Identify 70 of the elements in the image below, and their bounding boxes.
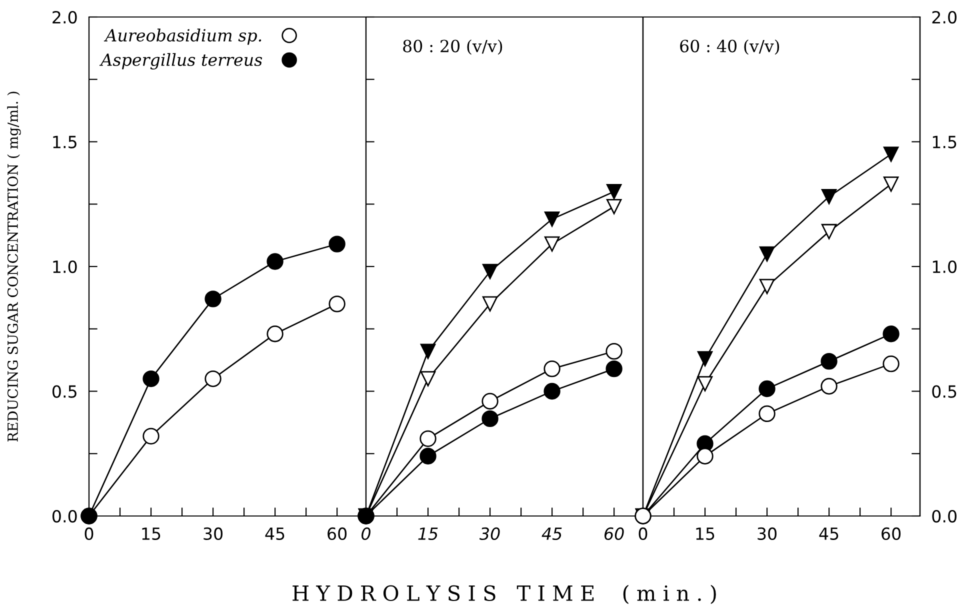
y-tick-label: 0.5	[52, 385, 76, 398]
point	[697, 351, 713, 366]
point	[544, 211, 560, 227]
point	[882, 355, 900, 372]
point	[204, 370, 222, 388]
x-tick-label: 30	[479, 527, 500, 540]
x-tick-label: 0	[638, 527, 648, 540]
point	[482, 410, 498, 428]
point	[883, 146, 899, 162]
x-tick-label: 30	[758, 527, 777, 540]
point	[266, 253, 284, 270]
x-axis-title: H Y D R O L Y S I S T I M E ( m i n . )	[292, 584, 716, 604]
point	[420, 430, 436, 447]
x-tick-label: 60	[882, 527, 901, 540]
point	[758, 405, 776, 422]
point	[544, 382, 560, 400]
x-tick-label: 0	[84, 527, 94, 540]
point	[482, 296, 498, 312]
point	[420, 448, 436, 464]
point	[142, 370, 160, 388]
y2-tick-label: 1.5	[932, 136, 956, 148]
point	[696, 448, 714, 464]
point	[820, 352, 838, 370]
x-tick-label: 15	[142, 528, 160, 540]
y2-tick-label: 0.5	[932, 385, 956, 398]
point	[606, 184, 622, 200]
legend-label: Aspergillus terreus	[99, 53, 262, 70]
x-tick-label: 45	[265, 528, 284, 540]
point	[606, 198, 622, 214]
point	[882, 326, 900, 342]
y-axis-title: REDUCING SUGAR CONCENTRATION ( mg/ml. )	[7, 92, 21, 442]
x-tick-label: 60	[604, 527, 624, 540]
point	[544, 236, 560, 252]
y-tick-label: 1.5	[53, 136, 76, 148]
x-tick-label: 45	[819, 528, 838, 540]
y-tick-label: 0.0	[52, 510, 77, 523]
point	[820, 378, 838, 395]
x-tick-label: 45	[542, 528, 562, 540]
point	[420, 344, 436, 359]
annotation: 80 : 20 (v/v)	[403, 39, 502, 55]
legend-label: Aureobasidium sp.	[104, 28, 262, 45]
annotation: 60 : 40 (v/v)	[680, 39, 780, 55]
point	[697, 376, 713, 392]
point	[759, 246, 775, 262]
point	[266, 326, 284, 342]
y-tick-label: 2.0	[52, 10, 77, 24]
point	[482, 392, 498, 410]
y2-tick-label: 1.0	[932, 260, 957, 274]
point	[328, 296, 346, 312]
point	[606, 360, 622, 378]
point	[758, 380, 776, 398]
x-tick-label: 0	[362, 527, 370, 540]
point	[821, 189, 837, 204]
point	[606, 342, 622, 360]
point	[883, 176, 899, 192]
point	[544, 360, 560, 378]
y-tick-label: 1.0	[53, 260, 77, 274]
x-tick-label: 15	[696, 528, 714, 540]
y2-tick-label: 2.0	[932, 10, 957, 24]
point	[204, 290, 222, 308]
x-tick-label: 15	[418, 528, 438, 540]
point	[142, 428, 160, 444]
point	[328, 236, 346, 252]
point	[420, 371, 436, 386]
point	[759, 278, 775, 294]
x-tick-label: 60	[328, 527, 347, 540]
x-tick-label: 30	[204, 527, 223, 540]
point	[482, 264, 498, 280]
point	[821, 224, 837, 240]
y2-tick-label: 0.0	[932, 510, 957, 523]
